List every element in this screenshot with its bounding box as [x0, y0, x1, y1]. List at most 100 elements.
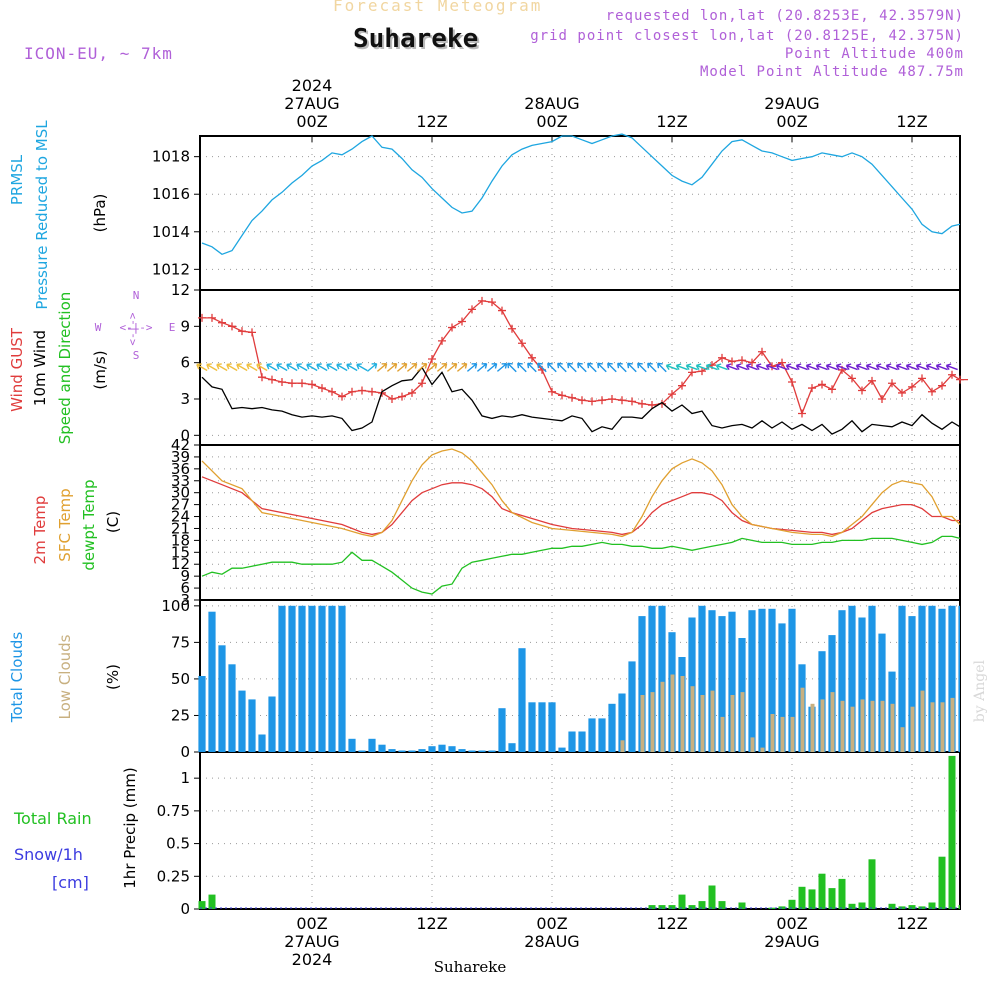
clouds-bar-low-clouds — [870, 700, 875, 752]
arrow-shape — [735, 363, 748, 371]
clouds-bar-low-clouds — [620, 740, 625, 752]
temp-ytick-label: 36 — [171, 460, 190, 478]
arrow-shape — [476, 362, 488, 372]
clouds-bar-total-clouds — [848, 605, 856, 752]
wind-direction-arrow — [256, 363, 268, 372]
precip-bar-total-rain — [888, 903, 896, 909]
clouds-bar-total-clouds — [448, 746, 456, 752]
gust-marker — [728, 357, 736, 366]
clouds-bar-total-clouds — [358, 750, 366, 752]
location-title: Suhareke — [353, 24, 479, 54]
top-time-label: 2024 — [292, 76, 333, 95]
wind-direction-arrow — [296, 363, 308, 372]
precip-axis-label: 1hr Precip (mm) — [121, 767, 139, 888]
arrow-shape — [266, 363, 278, 372]
clouds-bar-total-clouds — [918, 605, 926, 752]
compass-horizontal: <-|-> — [119, 321, 152, 334]
arrow-shape — [587, 362, 597, 373]
arrow-shape — [567, 362, 577, 373]
gust-marker — [788, 378, 796, 387]
gust-marker — [808, 384, 816, 393]
clouds-bar-total-clouds — [558, 747, 566, 752]
gust-marker — [668, 390, 676, 399]
gust-marker — [558, 391, 566, 400]
arrow-shape — [336, 363, 348, 372]
clouds-bar-total-clouds — [748, 610, 756, 752]
arrow-shape — [785, 363, 798, 371]
arrow-shape — [406, 362, 418, 372]
bottom-time-label: 29AUG — [764, 932, 819, 951]
precip-bar-total-rain — [678, 894, 686, 909]
tsfc-label: SFC Temp — [56, 488, 74, 561]
clouds-bar-low-clouds — [880, 700, 885, 752]
clouds-bar-low-clouds — [700, 695, 705, 752]
clouds-bar-total-clouds — [518, 648, 526, 752]
clouds-bar-low-clouds — [820, 699, 825, 752]
clouds-bar-total-clouds — [638, 616, 646, 752]
wind-direction-arrow — [905, 363, 918, 371]
gust-marker — [938, 381, 946, 390]
wind-panel — [194, 289, 961, 446]
clouds-bar-total-clouds — [648, 605, 656, 752]
clouds-bar-total-clouds — [538, 702, 546, 752]
wind-ytick-label: 12 — [171, 281, 190, 299]
precip-bar-total-rain — [698, 901, 706, 909]
arrow-shape — [496, 362, 508, 372]
point-altitude: Point Altitude 400m — [784, 46, 964, 62]
clouds-bar-total-clouds — [258, 734, 266, 752]
arrow-shape — [527, 362, 537, 373]
clouds-ytick-label: 100 — [161, 597, 190, 615]
precip-bar-total-rain — [858, 902, 866, 909]
precip-bar-total-rain — [198, 901, 206, 909]
arrow-shape — [597, 362, 607, 373]
arrow-shape — [216, 363, 228, 372]
arrow-shape — [675, 363, 688, 371]
wind-direction-arrow — [547, 362, 557, 373]
temp-ytick-label: 18 — [171, 531, 190, 549]
clouds-bar-total-clouds — [288, 605, 296, 752]
precip-ytick-label: 0.25 — [157, 867, 190, 885]
precip-bar-total-rain — [808, 889, 816, 909]
wind-direction-arrow — [426, 362, 438, 372]
clouds-ytick-label: 25 — [171, 706, 190, 724]
wind-direction-arrow — [236, 363, 248, 372]
precip-frame — [199, 751, 961, 910]
gust-marker — [638, 399, 646, 408]
wind-direction-arrow — [316, 363, 328, 372]
arrow-shape — [396, 362, 408, 372]
arrow-shape — [276, 363, 288, 372]
wind-direction-arrow — [627, 362, 637, 373]
gust-marker — [258, 373, 266, 382]
wind-direction-arrow — [577, 362, 587, 373]
clouds-bar-total-clouds — [328, 605, 336, 752]
clouds-bar-total-clouds — [548, 702, 556, 752]
arrow-shape — [705, 363, 718, 371]
gust-marker — [508, 324, 516, 333]
clouds-bar-total-clouds — [238, 690, 246, 752]
clouds-bar-total-clouds — [198, 676, 206, 752]
clouds-bar-total-clouds — [958, 605, 960, 752]
wind-direction-arrow — [705, 363, 718, 371]
gust-marker — [218, 318, 226, 327]
precip-bar-total-rain — [708, 885, 716, 909]
wind-direction-arrow — [925, 363, 938, 371]
bottom-time-label: 00Z — [536, 914, 567, 933]
wind-gust-label: Wind GUST — [8, 327, 26, 412]
gust-marker — [468, 305, 476, 314]
pressure-frame — [199, 135, 961, 291]
arrow-shape — [825, 363, 838, 371]
wind-unit-label: (m/s) — [91, 350, 109, 389]
wind-direction-arrow — [725, 363, 738, 371]
top-time-label: 00Z — [296, 112, 327, 131]
wind-direction-arrow — [537, 362, 547, 373]
wind-direction-arrow — [865, 363, 878, 371]
wind-direction-arrow — [366, 362, 378, 372]
arrow-shape — [557, 362, 567, 373]
arrow-shape — [466, 362, 478, 372]
clouds-bar-low-clouds — [860, 699, 865, 752]
clouds-bar-total-clouds — [568, 731, 576, 752]
arrow-shape — [256, 363, 268, 372]
clouds-bar-total-clouds — [418, 749, 426, 752]
precip-bar-total-rain — [688, 905, 696, 909]
temp-series-dewpt-temp — [201, 535, 961, 595]
